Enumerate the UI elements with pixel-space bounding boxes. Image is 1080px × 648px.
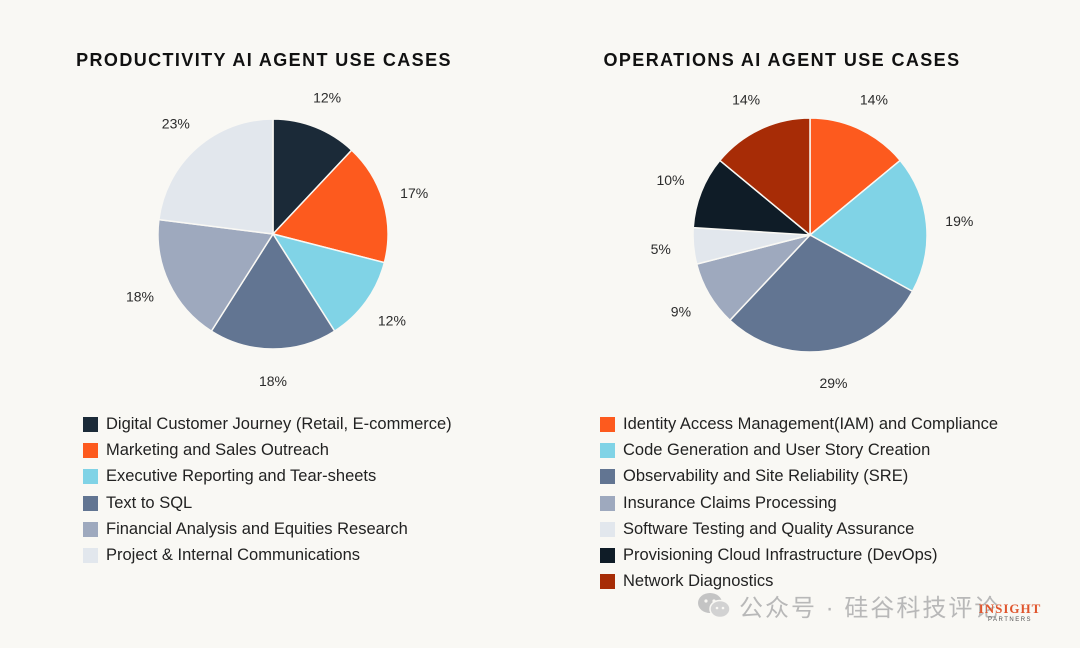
legend-swatch bbox=[83, 495, 98, 511]
legend-label: Financial Analysis and Equities Research bbox=[106, 519, 408, 538]
pie-slice-financial-analysis-and-equities-research bbox=[157, 218, 275, 333]
legend-label: Software Testing and Quality Assurance bbox=[623, 519, 915, 538]
watermark-text: 公众号 · 硅谷科技评论 bbox=[739, 595, 1001, 622]
legend-item-executive-reporting-and-tear-sheets: Executive Reporting and Tear-sheets bbox=[83, 464, 452, 490]
legend-swatch bbox=[83, 416, 98, 432]
legend-item-provisioning-cloud-infrastructure-devops: Provisioning Cloud Infrastructure (DevOp… bbox=[600, 542, 998, 568]
legend-swatch bbox=[83, 469, 98, 485]
slice-percent-label: 19% bbox=[945, 213, 973, 229]
slice-percent-label: 12% bbox=[378, 312, 406, 328]
operations-legend: Identity Access Management(IAM) and Comp… bbox=[600, 411, 998, 595]
pie-slice-provisioning-cloud-infrastructure-devops bbox=[692, 159, 813, 236]
legend-swatch bbox=[83, 548, 98, 564]
insight-partners-logo: INSIGHT PARTNERS bbox=[975, 602, 1045, 624]
legend-item-identity-access-management-iam-and-compliance: Identity Access Management(IAM) and Comp… bbox=[600, 411, 998, 437]
legend-label: Digital Customer Journey (Retail, E-comm… bbox=[106, 414, 452, 433]
slice-percent-label: 12% bbox=[313, 89, 341, 105]
legend-item-marketing-and-sales-outreach: Marketing and Sales Outreach bbox=[83, 437, 452, 463]
legend-swatch bbox=[600, 469, 615, 485]
legend-label: Executive Reporting and Tear-sheets bbox=[106, 467, 377, 486]
slice-percent-label: 9% bbox=[671, 303, 691, 319]
productivity-chart-title: PRODUCTIVITY AI AGENT USE CASES bbox=[76, 50, 452, 70]
brand-sub: PARTNERS bbox=[987, 617, 1033, 623]
pie-slice-code-generation-and-user-story-creation bbox=[808, 159, 928, 293]
legend-label: Code Generation and User Story Creation bbox=[623, 440, 931, 459]
slice-percent-label: 17% bbox=[400, 185, 428, 201]
pie-slice-marketing-and-sales-outreach bbox=[271, 149, 389, 264]
legend-label: Observability and Site Reliability (SRE) bbox=[623, 467, 909, 486]
legend-label: Provisioning Cloud Infrastructure (DevOp… bbox=[623, 546, 938, 565]
legend-label: Network Diagnostics bbox=[623, 572, 774, 591]
legend-item-financial-analysis-and-equities-research: Financial Analysis and Equities Research bbox=[83, 516, 452, 542]
legend-item-network-diagnostics: Network Diagnostics bbox=[600, 569, 998, 595]
legend-swatch bbox=[600, 416, 615, 432]
legend-label: Marketing and Sales Outreach bbox=[106, 440, 329, 459]
legend-item-project-internal-communications: Project & Internal Communications bbox=[83, 542, 452, 568]
legend-swatch bbox=[600, 574, 615, 590]
legend-label: Project & Internal Communications bbox=[106, 546, 361, 565]
legend-swatch bbox=[83, 521, 98, 537]
pie-slice-network-diagnostics bbox=[718, 117, 811, 237]
legend-swatch bbox=[83, 442, 98, 458]
pie-slice-observability-and-site-reliability-sre bbox=[728, 234, 914, 353]
legend-swatch bbox=[600, 442, 615, 458]
slice-percent-label: 23% bbox=[162, 116, 190, 132]
legend-label: Insurance Claims Processing bbox=[623, 493, 837, 512]
legend-swatch bbox=[600, 548, 615, 564]
brand-name: INSIGHT bbox=[978, 601, 1042, 616]
wechat-icon bbox=[698, 592, 731, 618]
productivity-pie-chart: 12% 17% 12% 18% 18% 23% bbox=[126, 89, 428, 389]
pie-slice-executive-reporting-and-tear-sheets bbox=[271, 232, 386, 333]
slice-percent-label: 29% bbox=[819, 375, 847, 391]
slice-percent-label: 14% bbox=[732, 91, 760, 107]
pie-slice-text-to-sql bbox=[210, 232, 336, 350]
operations-pie-chart: 14% 19% 29% 9% 5% 10% 14% bbox=[651, 91, 974, 391]
productivity-chart-panel: PRODUCTIVITY AI AGENT USE CASES 12% 17% 12… bbox=[76, 50, 452, 569]
slice-percent-label: 14% bbox=[860, 91, 888, 107]
legend-swatch bbox=[600, 521, 615, 537]
slice-percent-label: 18% bbox=[259, 373, 287, 389]
legend-item-observability-and-site-reliability-sre: Observability and Site Reliability (SRE) bbox=[600, 464, 998, 490]
slice-percent-label: 5% bbox=[651, 241, 671, 257]
pie-slice-digital-customer-journey-retail-e-commerce bbox=[272, 118, 353, 236]
slice-percent-label: 18% bbox=[126, 289, 154, 305]
legend-label: Text to SQL bbox=[106, 493, 193, 512]
legend-item-software-testing-and-quality-assurance: Software Testing and Quality Assurance bbox=[600, 516, 998, 542]
legend-item-text-to-sql: Text to SQL bbox=[83, 490, 452, 516]
pie-slice-project-internal-communications bbox=[158, 118, 274, 235]
pie-slice-identity-access-management-iam-and-compliance bbox=[809, 117, 902, 237]
productivity-legend: Digital Customer Journey (Retail, E-comm… bbox=[83, 411, 452, 569]
slice-percent-label: 10% bbox=[656, 172, 684, 188]
legend-item-digital-customer-journey-retail-e-commerce: Digital Customer Journey (Retail, E-comm… bbox=[83, 411, 452, 437]
legend-label: Identity Access Management(IAM) and Comp… bbox=[623, 414, 999, 433]
legend-item-insurance-claims-processing: Insurance Claims Processing bbox=[600, 490, 998, 516]
legend-swatch bbox=[600, 495, 615, 511]
operations-chart-panel: OPERATIONS AI AGENT USE CASES 14% 19% 29% 9… bbox=[540, 0, 1080, 648]
legend-item-code-generation-and-user-story-creation: Code Generation and User Story Creation bbox=[600, 437, 998, 463]
wechat-watermark: 公众号 · 硅谷科技评论 bbox=[697, 588, 1000, 623]
operations-chart-title: OPERATIONS AI AGENT USE CASES bbox=[603, 50, 961, 70]
